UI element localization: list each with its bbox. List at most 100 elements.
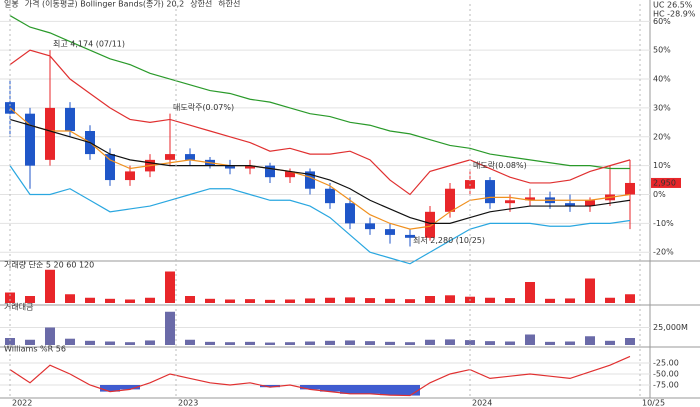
candle-body [385,229,395,235]
bar [565,298,575,303]
oversold-area [380,385,400,396]
bar [405,299,415,303]
bar [25,296,35,303]
bar [205,298,215,303]
indicator-line [9,107,631,230]
bar [285,299,295,303]
bar [245,299,255,303]
candle-body [305,171,315,189]
candle-body [405,234,415,238]
bar [125,342,135,345]
bar [505,341,515,345]
bar [5,338,15,345]
candle-body [425,211,435,238]
y-tick-label: -75.00 [653,381,679,390]
bar [185,296,195,303]
bar [105,341,115,345]
candle-body [105,154,115,181]
bar [205,341,215,345]
oversold-area [400,385,420,396]
last-price-box [651,177,681,188]
panel-subtitle: 가격 (이동평균) Bollinger Bands(종가) 20,2 [25,0,184,9]
bar [325,297,335,303]
bar [225,342,235,345]
bar [5,292,15,303]
candle-body [625,182,635,195]
bar [65,294,75,303]
candle-body [345,203,355,224]
legend-entry: 하한선 [218,0,240,9]
indicator-line [9,49,631,196]
bar [485,297,495,303]
bar [105,298,115,303]
candle-body [225,165,235,169]
indicator-line [9,15,630,170]
candle-body [245,165,255,169]
y-tick-label: 50% [653,46,671,55]
bar [145,297,155,303]
candle-body [365,223,375,230]
bar [545,298,555,303]
y-tick-label: 40% [653,75,671,84]
candle-body [285,171,295,178]
bar [545,341,555,345]
panel-title: 거래대금 [4,303,33,312]
bar [225,299,235,303]
bar [265,342,275,345]
legend-entry: 상한선 [190,0,212,9]
y-tick-label: 10% [653,161,671,170]
bar [525,334,535,345]
annotation: 매도락(0.08%) [473,160,527,170]
oversold-area [260,385,280,388]
bar [45,327,55,345]
panel-title: 일봉 [4,0,19,9]
bar [325,340,335,345]
bar [625,338,635,345]
bar [365,341,375,345]
bar [365,298,375,303]
bar [45,269,55,303]
bar [65,338,75,345]
oversold-area [340,385,360,394]
y-tick-label: -25.00 [653,359,679,368]
bar [85,340,95,345]
y-tick-label: -50.00 [653,370,679,379]
bar [305,341,315,345]
bar [625,294,635,303]
last-price-label: 2,950 [653,178,676,187]
annotation: 최고 4,174 (07/11) [53,39,125,49]
candle-body [505,200,515,204]
x-tick-label: 2022 [12,399,32,407]
bar [165,271,175,303]
y-tick-label: 30% [653,103,671,112]
oversold-area [320,385,340,392]
candle-body [565,203,575,207]
x-tick-label: 10/25 [642,399,665,407]
corner-label: HC -28.9% [653,10,696,19]
bar [245,341,255,345]
bar [425,339,435,345]
candle-body [185,154,195,160]
bar [565,341,575,345]
bar [465,340,475,345]
candle-body [485,180,495,204]
annotation: 매도락주(0.07%) [173,102,234,112]
bar [585,278,595,303]
bar [165,311,175,345]
annotation: 최저 2,280 (10/25) [413,235,485,245]
candle-body [25,113,35,166]
bar [345,340,355,345]
bar [605,340,615,345]
y-tick-label: 20% [653,132,671,141]
y-tick-label: 60% [653,17,671,26]
oversold-area [360,385,380,394]
bar [125,299,135,303]
candle-body [445,188,455,212]
x-tick-label: 2023 [178,399,198,407]
candle-body [65,107,75,131]
bar [385,341,395,345]
bar [85,297,95,303]
williams-line [9,355,631,397]
bar [585,336,595,345]
